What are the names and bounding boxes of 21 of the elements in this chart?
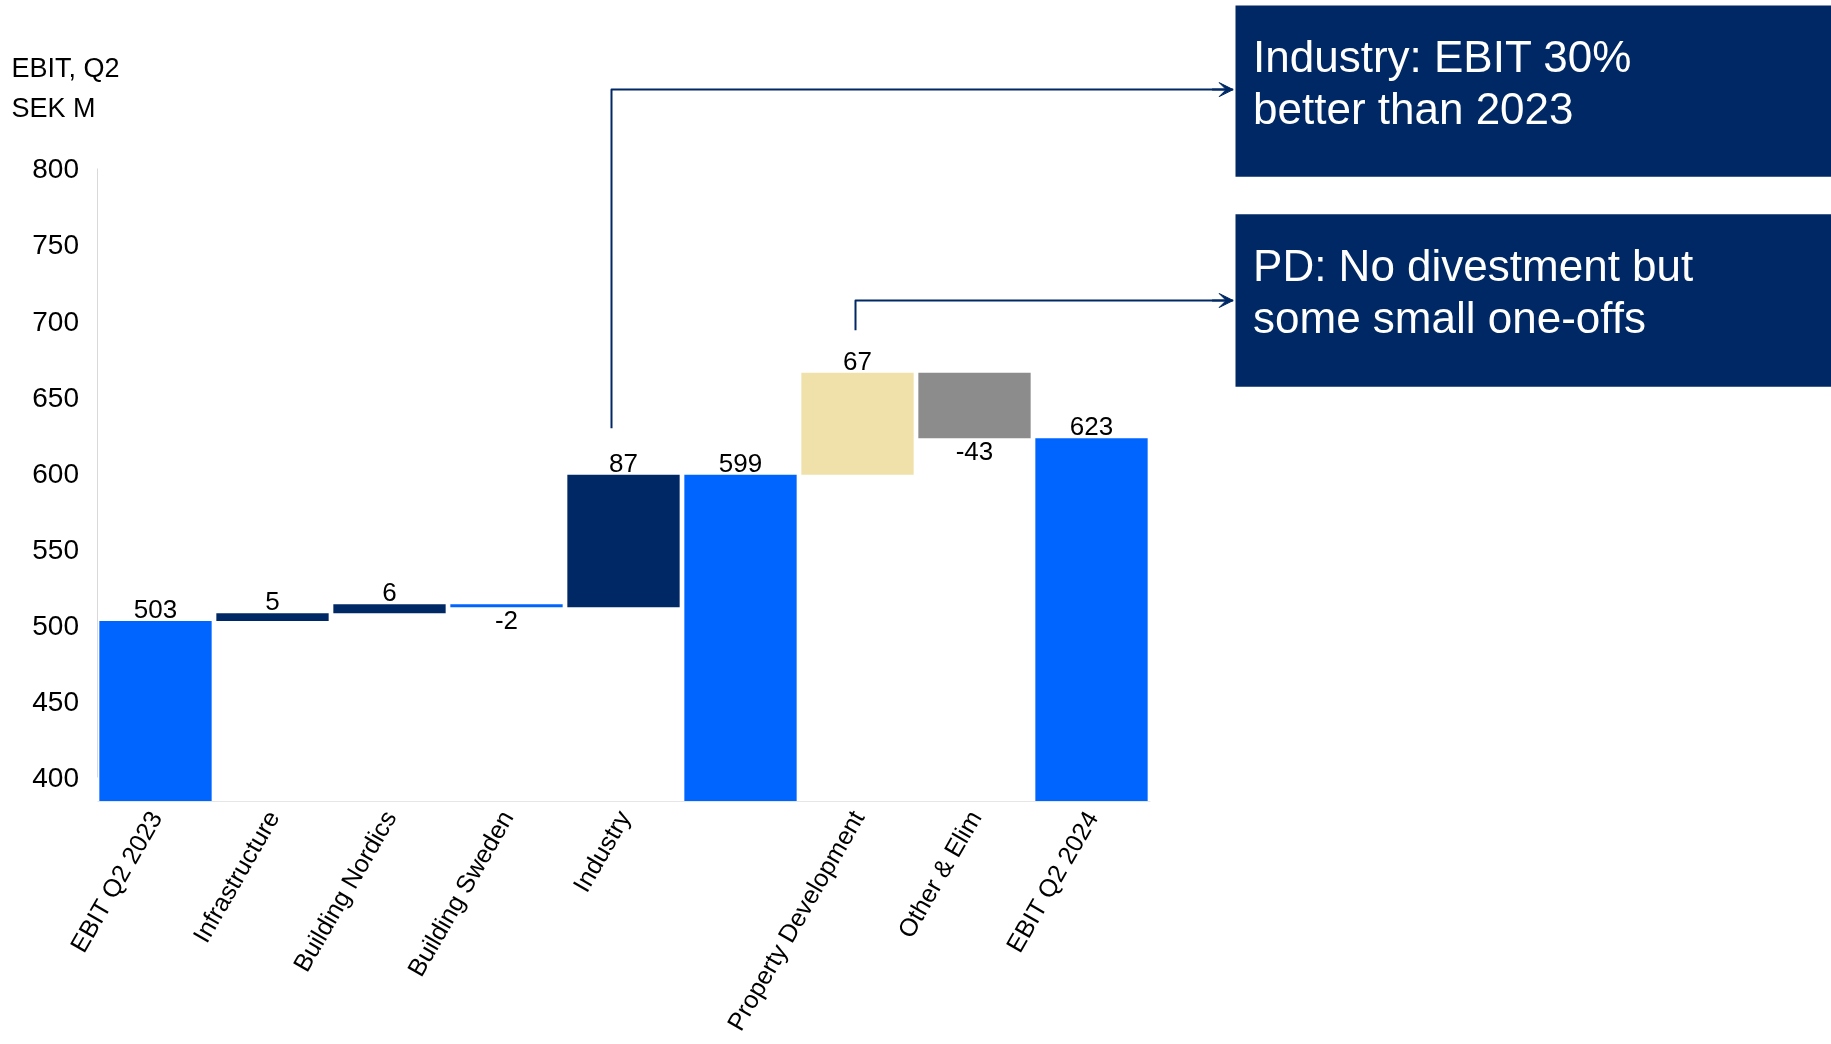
data-label: 503 xyxy=(133,593,178,624)
data-label: 623 xyxy=(1069,411,1114,442)
y-tick-label: 550 xyxy=(32,533,79,565)
y-tick-label: 600 xyxy=(32,457,79,489)
data-label: 67 xyxy=(843,345,872,376)
y-tick-label: 500 xyxy=(32,610,79,642)
data-label: 87 xyxy=(609,447,638,478)
text: PD: No divestment but some small one-offs xyxy=(1253,241,1694,342)
y-tick-label: 650 xyxy=(32,381,79,413)
data-label: 5 xyxy=(265,586,280,617)
y-axis-title: EBIT, Q2 SEK M xyxy=(11,52,120,124)
y-tick-label: 750 xyxy=(32,229,79,261)
y-tick-label: 400 xyxy=(32,762,79,794)
data-label: -2 xyxy=(494,605,519,636)
y-tick-label: 800 xyxy=(32,153,79,185)
data-label: -43 xyxy=(955,436,994,467)
data-label: 599 xyxy=(718,447,763,478)
text: Industry: EBIT 30% better than 2023 xyxy=(1253,32,1632,133)
y-tick-label: 700 xyxy=(32,305,79,337)
y-tick-label: 450 xyxy=(32,686,79,718)
data-label: 6 xyxy=(382,577,397,608)
